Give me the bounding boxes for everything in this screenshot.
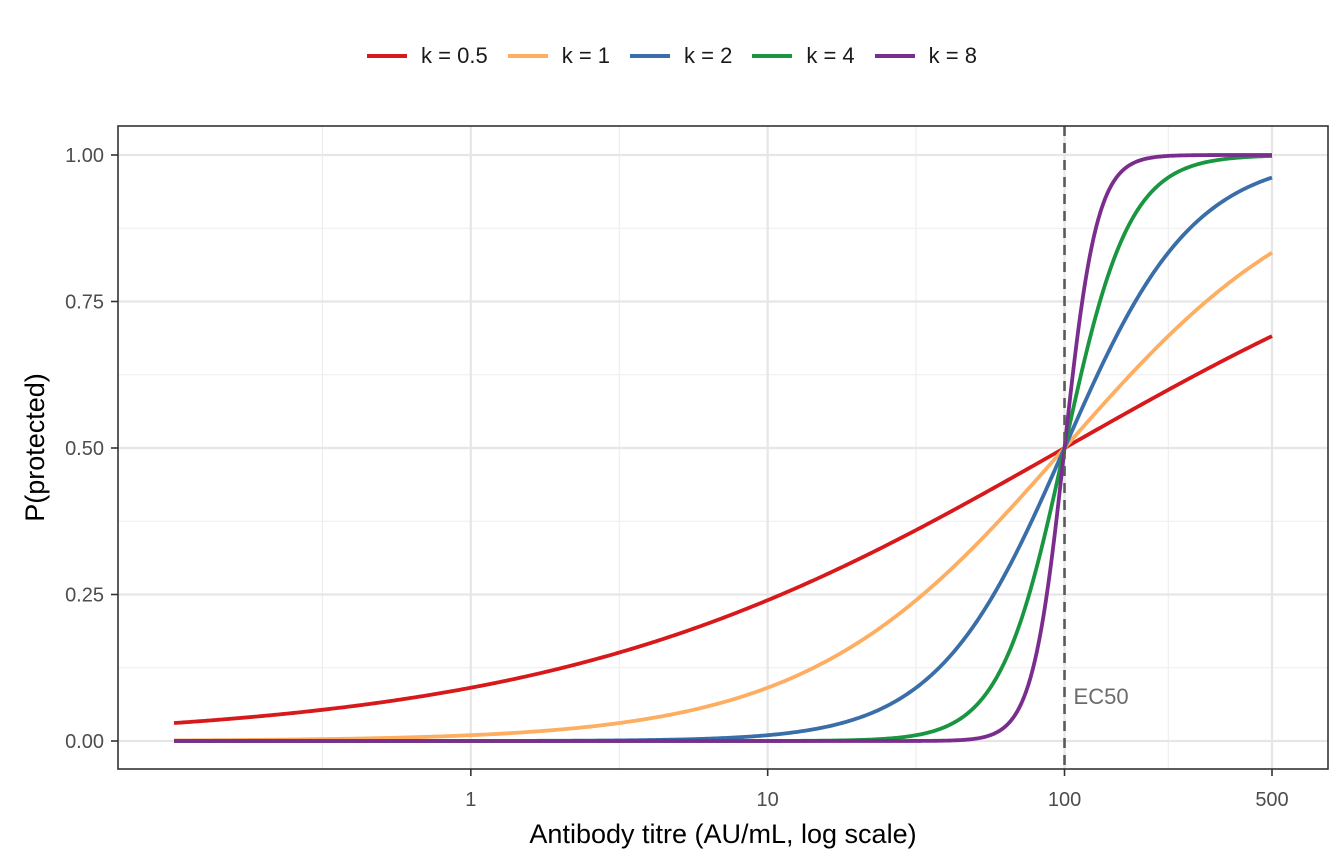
legend-label: k = 4: [806, 43, 855, 68]
ec50-annotation: EC50: [1074, 684, 1129, 709]
y-tick-label: 0.50: [65, 438, 104, 460]
legend-item: k = 4: [752, 43, 855, 69]
legend-label: k = 8: [928, 43, 977, 68]
legend: k = 0.5 k = 1 k = 2 k = 4 k = 8: [0, 36, 1344, 76]
x-tick-label: 10: [757, 789, 779, 811]
x-tick-label: 500: [1255, 789, 1288, 811]
axes: 0.00 0.25 0.50 0.75 1.00 1 10 100 500: [65, 145, 1289, 811]
series-line-k-8: [174, 153, 1272, 743]
legend-key-line: [874, 54, 915, 58]
series-line-k-0-5: [173, 334, 1273, 725]
x-axis-title: Antibody titre (AU/mL, log scale): [529, 819, 916, 849]
x-tick-label: 100: [1048, 789, 1081, 811]
y-tick-label: 0.25: [65, 585, 104, 607]
legend-item: k = 8: [874, 43, 977, 69]
legend-key-line: [752, 54, 793, 58]
series-line-k-2: [174, 175, 1273, 743]
y-tick-label: 1.00: [65, 145, 104, 167]
legend-label: k = 2: [684, 43, 733, 68]
legend-label: k = 1: [561, 43, 611, 68]
major-gridlines: [118, 126, 1328, 769]
legend-item: k = 1: [507, 43, 611, 69]
x-tick-label: 1: [465, 789, 476, 811]
series-line-k-1: [173, 251, 1274, 743]
legend-key-line: [367, 54, 408, 58]
legend-item: k = 2: [630, 43, 732, 69]
legend-key-line: [507, 54, 548, 58]
y-tick-label: 0.00: [65, 731, 104, 753]
legend-label: k = 0.5: [421, 43, 488, 68]
legend-item: k = 0.5: [367, 43, 488, 69]
legend-key-line: [630, 54, 671, 58]
y-tick-label: 0.75: [65, 292, 104, 314]
series-lines: [173, 153, 1274, 743]
y-axis-title: P(protected): [20, 373, 50, 522]
